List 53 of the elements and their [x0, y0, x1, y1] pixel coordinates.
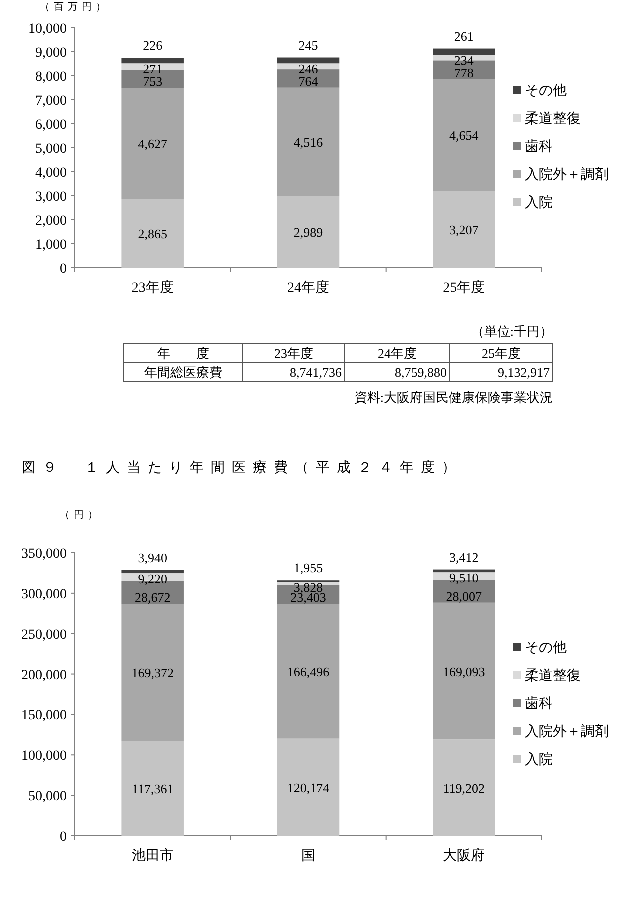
legend-label: 歯科 — [525, 139, 553, 155]
data-label: 169,093 — [443, 664, 486, 680]
data-label: 4,516 — [294, 135, 324, 150]
data-label: 3,412 — [450, 550, 479, 565]
data-label: 28,672 — [134, 590, 171, 606]
data-label: 226 — [143, 38, 164, 54]
legend-label: 入院外＋調剤 — [525, 167, 609, 183]
text: （単位:千円） — [471, 324, 553, 339]
legend-label: 入院 — [525, 195, 553, 211]
x-tick-label: 国 — [302, 849, 316, 864]
text: 25年度 — [482, 346, 521, 361]
x-tick-label: 池田市 — [132, 848, 174, 864]
text: 23年度 — [274, 346, 314, 361]
data-label: 9,220 — [138, 572, 168, 587]
x-tick-label: 大阪府 — [443, 848, 486, 864]
chart-title: 図９ １人当たり年間医療費（平成２４年度） — [22, 460, 463, 476]
x-tick-label: 23年度 — [132, 280, 174, 296]
data-label: 4,654 — [450, 128, 480, 144]
legend-label: 柔道整復 — [525, 668, 581, 684]
data-label: 120,174 — [287, 780, 330, 796]
data-label: 3,940 — [138, 550, 168, 566]
legend-label: その他 — [525, 83, 567, 99]
legend-label: 歯科 — [525, 696, 553, 712]
data-label: 271 — [143, 62, 163, 77]
data-label: 3,207 — [450, 222, 480, 238]
data-label: 261 — [454, 28, 474, 44]
data-label: 117,361 — [132, 782, 174, 797]
legend-label: 入院 — [525, 752, 553, 768]
x-tick-label: 24年度 — [288, 280, 330, 296]
data-label: 2,865 — [138, 226, 168, 242]
data-label: 9,510 — [450, 570, 479, 586]
text: 8,759,880 — [395, 365, 447, 380]
data-label: 1,955 — [294, 560, 324, 576]
text: 24年度 — [378, 346, 417, 361]
text: 9,132,917 — [498, 365, 550, 380]
text: 年 度 — [158, 346, 210, 361]
text: 8,741,736 — [290, 365, 342, 380]
data-label: 753 — [143, 74, 163, 90]
data-label: 28,007 — [446, 588, 483, 604]
legend-label: 入院外＋調剤 — [525, 724, 609, 740]
data-label: 245 — [298, 38, 318, 53]
data-label: 119,202 — [443, 780, 486, 796]
y-axis-title: （百万円） — [40, 2, 110, 13]
legend-label: その他 — [525, 640, 567, 656]
x-tick-label: 25年度 — [443, 280, 486, 296]
legend-label: 柔道整復 — [525, 111, 581, 127]
data-label: 4,627 — [138, 136, 168, 152]
data-label: 166,496 — [287, 664, 330, 680]
text: 年間総医療費 — [144, 365, 222, 380]
y-axis-title: （円） — [60, 510, 102, 521]
text: 資料:大阪府国民健康保険事業状況 — [354, 390, 553, 405]
data-label: 169,372 — [132, 666, 174, 681]
data-label: 2,989 — [294, 225, 324, 240]
